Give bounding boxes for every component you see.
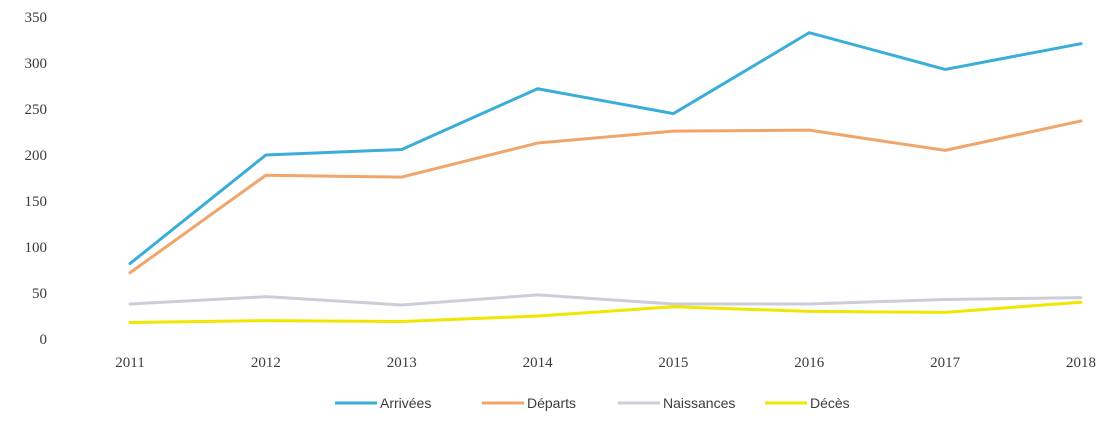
y-tick-label: 0 <box>40 332 48 348</box>
x-tick-label: 2011 <box>115 355 144 371</box>
series-line-naissances <box>128 293 1083 307</box>
x-tick-label: 2013 <box>387 355 417 371</box>
y-tick-label: 350 <box>25 10 48 26</box>
y-tick-label: 100 <box>25 240 48 256</box>
x-tick-label: 2015 <box>658 355 688 371</box>
legend-label: Naissances <box>663 395 735 411</box>
series-layer <box>128 31 1083 324</box>
legend-item-arrivees: Arrivées <box>335 395 431 411</box>
x-tick-label: 2012 <box>251 355 281 371</box>
y-tick-label: 200 <box>25 148 48 164</box>
legend-item-naissances: Naissances <box>618 395 735 411</box>
y-tick-label: 300 <box>25 56 48 72</box>
y-tick-label: 150 <box>25 194 48 210</box>
series-line-departs <box>128 119 1083 275</box>
legend-label: Départs <box>527 395 576 411</box>
series-line-deces <box>128 300 1083 324</box>
x-tick-label: 2017 <box>930 355 961 371</box>
legend: Arrivées Départs Naissances Décès <box>335 395 850 411</box>
x-axis: 2011 2012 2013 2014 2015 2016 2017 2018 <box>115 355 1096 371</box>
x-tick-label: 2016 <box>794 355 825 371</box>
series-line-arrivees <box>128 31 1083 266</box>
legend-label: Arrivées <box>380 395 431 411</box>
x-tick-label: 2014 <box>523 355 554 371</box>
x-tick-label: 2018 <box>1066 355 1096 371</box>
y-axis: 0 50 100 150 200 250 300 350 <box>25 10 48 348</box>
legend-label: Décès <box>810 395 850 411</box>
legend-item-deces: Décès <box>765 395 850 411</box>
y-tick-label: 250 <box>25 102 48 118</box>
legend-item-departs: Départs <box>482 395 576 411</box>
y-tick-label: 50 <box>32 286 47 302</box>
